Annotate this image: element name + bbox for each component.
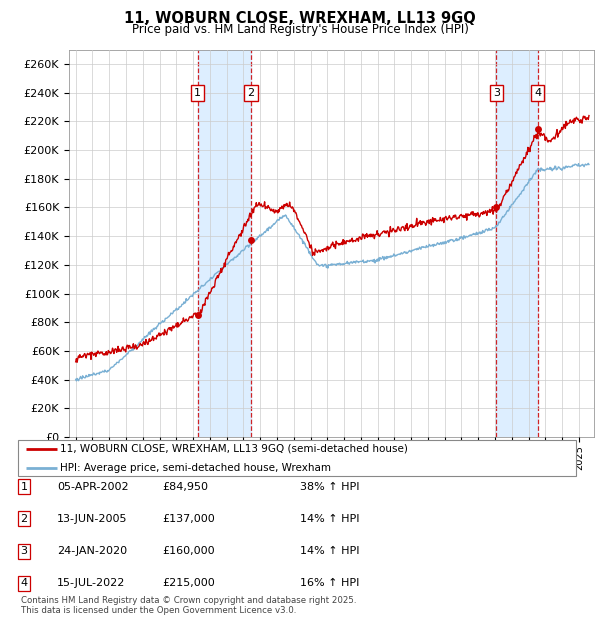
Text: 15-JUL-2022: 15-JUL-2022 xyxy=(57,578,125,588)
Text: 13-JUN-2005: 13-JUN-2005 xyxy=(57,514,128,524)
Text: 3: 3 xyxy=(493,87,500,98)
FancyBboxPatch shape xyxy=(18,440,576,476)
Text: £160,000: £160,000 xyxy=(162,546,215,556)
Text: 1: 1 xyxy=(194,87,201,98)
Text: 38% ↑ HPI: 38% ↑ HPI xyxy=(300,482,359,492)
Text: 14% ↑ HPI: 14% ↑ HPI xyxy=(300,514,359,524)
Bar xyxy=(496,50,538,437)
Text: HPI: Average price, semi-detached house, Wrexham: HPI: Average price, semi-detached house,… xyxy=(60,463,331,472)
Text: £215,000: £215,000 xyxy=(162,578,215,588)
Text: 4: 4 xyxy=(20,578,28,588)
Text: 14% ↑ HPI: 14% ↑ HPI xyxy=(300,546,359,556)
Text: 3: 3 xyxy=(20,546,28,556)
Text: 24-JAN-2020: 24-JAN-2020 xyxy=(57,546,127,556)
Text: £137,000: £137,000 xyxy=(162,514,215,524)
Text: 05-APR-2002: 05-APR-2002 xyxy=(57,482,128,492)
Bar xyxy=(197,50,251,437)
Text: 2: 2 xyxy=(247,87,254,98)
Text: 16% ↑ HPI: 16% ↑ HPI xyxy=(300,578,359,588)
Text: Contains HM Land Registry data © Crown copyright and database right 2025.
This d: Contains HM Land Registry data © Crown c… xyxy=(21,596,356,615)
Text: 1: 1 xyxy=(20,482,28,492)
Text: 11, WOBURN CLOSE, WREXHAM, LL13 9GQ (semi-detached house): 11, WOBURN CLOSE, WREXHAM, LL13 9GQ (sem… xyxy=(60,443,408,454)
Text: 2: 2 xyxy=(20,514,28,524)
Text: £84,950: £84,950 xyxy=(162,482,208,492)
Text: 11, WOBURN CLOSE, WREXHAM, LL13 9GQ: 11, WOBURN CLOSE, WREXHAM, LL13 9GQ xyxy=(124,11,476,26)
Text: 4: 4 xyxy=(534,87,541,98)
Text: Price paid vs. HM Land Registry's House Price Index (HPI): Price paid vs. HM Land Registry's House … xyxy=(131,23,469,36)
